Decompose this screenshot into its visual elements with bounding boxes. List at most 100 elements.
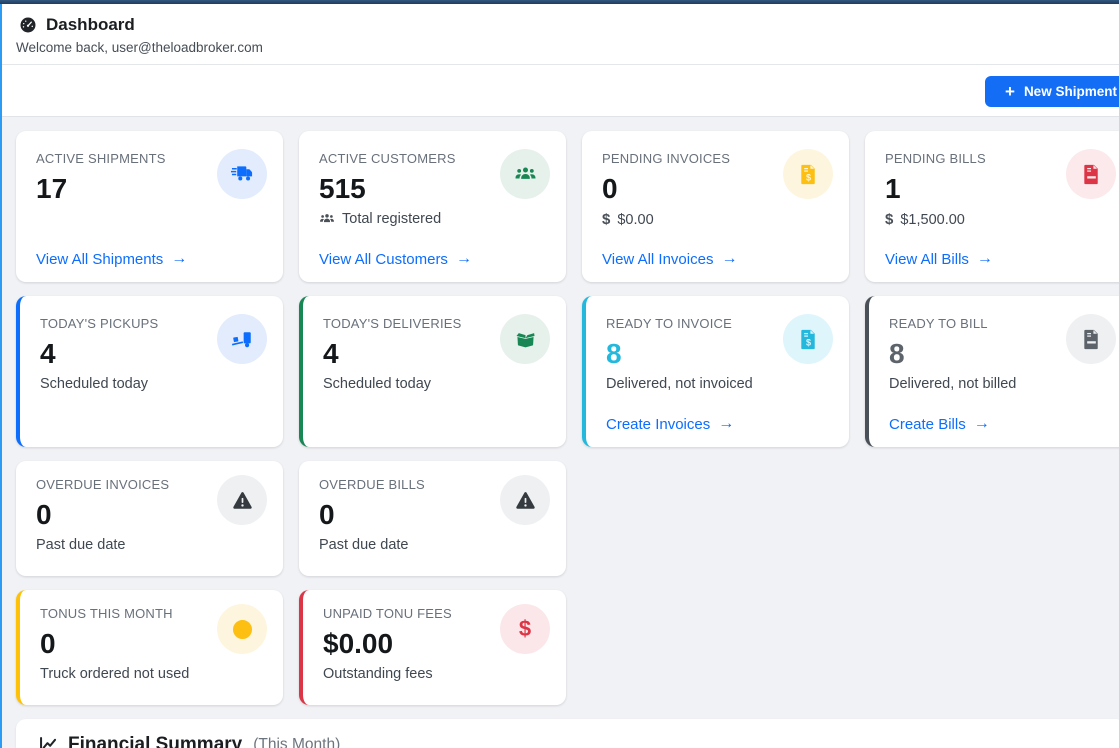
- truck-fast-icon: [217, 149, 267, 199]
- card-ready-to-invoice: READY TO INVOICE 8 Delivered, not invoic…: [582, 296, 849, 447]
- arrow-right-icon: →: [171, 250, 188, 267]
- card-value: 0: [319, 499, 335, 530]
- card-subtext: Truck ordered not used: [40, 666, 263, 682]
- card-subtext: Past due date: [319, 537, 546, 553]
- card-subtext: Scheduled today: [40, 376, 263, 392]
- card-value: $0.00: [323, 628, 394, 659]
- card-label: TODAY'S DELIVERIES: [323, 316, 462, 331]
- card-todays-pickups: TODAY'S PICKUPS 4 Scheduled today: [16, 296, 283, 447]
- card-tonus-this-month: TONUS THIS MONTH 0 Truck ordered not use…: [16, 590, 283, 705]
- link-label: View All Bills: [885, 250, 969, 268]
- create-bills-link[interactable]: Create Bills →: [889, 415, 990, 433]
- card-label: ACTIVE SHIPMENTS: [36, 151, 166, 166]
- card-todays-deliveries: TODAY'S DELIVERIES 4 Scheduled today: [299, 296, 566, 447]
- stats-row-4: TONUS THIS MONTH 0 Truck ordered not use…: [16, 590, 1119, 705]
- card-label: OVERDUE INVOICES: [36, 477, 170, 492]
- file-lines-icon: [1066, 149, 1116, 199]
- financial-summary-title: Financial Summary: [68, 734, 243, 748]
- stats-row-1: ACTIVE SHIPMENTS 17 View All Shipments →…: [16, 131, 1119, 282]
- dollar-icon: $: [602, 211, 611, 229]
- arrow-right-icon: →: [721, 250, 738, 267]
- financial-summary-card: Financial Summary (This Month): [16, 719, 1119, 748]
- subtext-label: Past due date: [36, 537, 126, 554]
- stats-row-2: TODAY'S PICKUPS 4 Scheduled today TODAY'…: [16, 296, 1119, 447]
- subtext-label: Scheduled today: [40, 376, 149, 393]
- sidebar-edge-strip: [0, 4, 2, 748]
- card-label: OVERDUE BILLS: [319, 477, 425, 492]
- welcome-text: Welcome back, user@theloadbroker.com: [16, 40, 263, 55]
- card-label: PENDING BILLS: [885, 151, 986, 166]
- dollar-sign-icon: $: [500, 604, 550, 654]
- card-label: TODAY'S PICKUPS: [40, 316, 159, 331]
- card-value: 0: [602, 173, 618, 204]
- card-value: 0: [36, 499, 52, 530]
- subtext-label: Scheduled today: [323, 376, 432, 393]
- card-label: TONUS THIS MONTH: [40, 606, 173, 621]
- subtext-label: Delivered, not invoiced: [606, 376, 753, 393]
- arrow-right-icon: →: [973, 415, 990, 432]
- card-value: 515: [319, 173, 366, 204]
- users-icon: [500, 149, 550, 199]
- card-active-shipments: ACTIVE SHIPMENTS 17 View All Shipments →: [16, 131, 283, 282]
- card-subtext: Delivered, not invoiced: [606, 376, 829, 392]
- card-value: 8: [606, 338, 622, 369]
- card-subtext: Delivered, not billed: [889, 376, 1112, 392]
- view-all-shipments-link[interactable]: View All Shipments →: [36, 250, 187, 268]
- svg-text:$: $: [805, 337, 810, 347]
- users-icon: [319, 211, 335, 227]
- subtext-label: Past due date: [319, 537, 409, 554]
- stats-row-3: OVERDUE INVOICES 0 Past due date OVERDUE…: [16, 461, 1119, 576]
- file-invoice-dollar-icon: $: [783, 314, 833, 364]
- dashboard-content: ACTIVE SHIPMENTS 17 View All Shipments →…: [0, 117, 1119, 748]
- card-subtext: Past due date: [36, 537, 263, 553]
- new-shipment-label: New Shipment: [1023, 84, 1117, 99]
- link-label: View All Invoices: [602, 250, 714, 268]
- card-value: 0: [40, 628, 56, 659]
- card-label: READY TO INVOICE: [606, 316, 733, 331]
- card-value: 4: [40, 338, 56, 369]
- card-active-customers: ACTIVE CUSTOMERS 515 Total registered Vi…: [299, 131, 566, 282]
- card-value: 1: [885, 173, 901, 204]
- card-label: PENDING INVOICES: [602, 151, 731, 166]
- file-invoice-dollar-icon: $: [783, 149, 833, 199]
- view-all-customers-link[interactable]: View All Customers →: [319, 250, 472, 268]
- card-label: READY TO BILL: [889, 316, 988, 331]
- card-label: UNPAID TONU FEES: [323, 606, 452, 621]
- view-all-bills-link[interactable]: View All Bills →: [885, 250, 993, 268]
- chart-line-icon: [38, 735, 59, 748]
- card-subtext: Total registered: [319, 211, 546, 227]
- subtext-label: $1,500.00: [900, 211, 965, 228]
- card-value: 8: [889, 338, 905, 369]
- dollar-icon: $: [885, 211, 894, 229]
- view-all-invoices-link[interactable]: View All Invoices →: [602, 250, 737, 268]
- arrow-right-icon: →: [455, 250, 472, 267]
- gauge-icon: [19, 16, 37, 34]
- card-subtext: Scheduled today: [323, 376, 546, 392]
- truck-ramp-box-icon: [217, 314, 267, 364]
- card-unpaid-tonu-fees: UNPAID TONU FEES $0.00 Outstanding fees …: [299, 590, 566, 705]
- subtext-label: $0.00: [617, 211, 654, 228]
- link-label: Create Invoices: [606, 415, 711, 433]
- card-value: 17: [36, 173, 68, 204]
- card-subtext: Outstanding fees: [323, 666, 546, 682]
- subtext-label: Truck ordered not used: [40, 666, 190, 683]
- new-shipment-button[interactable]: + New Shipment: [985, 76, 1119, 107]
- top-accent-bar: [0, 0, 1119, 4]
- link-label: View All Customers: [319, 250, 448, 268]
- triangle-exclamation-icon: [500, 475, 550, 525]
- card-label: ACTIVE CUSTOMERS: [319, 151, 456, 166]
- card-value: 4: [323, 338, 339, 369]
- subtext-label: Delivered, not billed: [889, 376, 1017, 393]
- box-open-icon: [500, 314, 550, 364]
- plus-icon: +: [1005, 82, 1015, 101]
- card-overdue-invoices: OVERDUE INVOICES 0 Past due date: [16, 461, 283, 576]
- card-pending-bills: PENDING BILLS 1 $ $1,500.00 View All Bil…: [865, 131, 1119, 282]
- file-lines-icon: [1066, 314, 1116, 364]
- card-pending-invoices: PENDING INVOICES 0 $ $0.00 $ View All In…: [582, 131, 849, 282]
- action-toolbar: + New Shipment: [0, 65, 1119, 117]
- create-invoices-link[interactable]: Create Invoices →: [606, 415, 734, 433]
- arrow-right-icon: →: [718, 415, 735, 432]
- subtext-label: Total registered: [342, 211, 442, 228]
- page-title: Dashboard: [46, 15, 135, 34]
- svg-text:$: $: [805, 172, 810, 182]
